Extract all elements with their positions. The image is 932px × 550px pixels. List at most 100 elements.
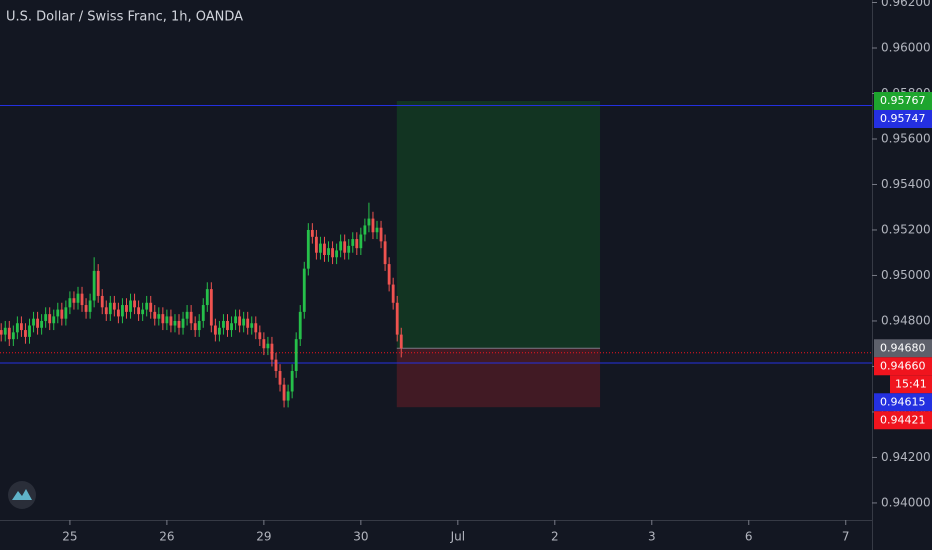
price-tag <box>874 357 932 376</box>
candle-body <box>36 318 39 328</box>
candle-body <box>234 316 237 324</box>
candle-body <box>7 327 11 340</box>
candle-body <box>355 239 359 249</box>
y-tick-label: 0.94200 <box>881 450 931 464</box>
candle-body <box>56 309 60 317</box>
candle-body <box>181 318 185 328</box>
candle-body <box>80 293 84 306</box>
x-tick-label: 2 <box>551 530 559 544</box>
candle-body <box>161 314 165 324</box>
candle-body <box>108 302 112 315</box>
candle-body <box>173 320 177 326</box>
candle-body <box>205 289 209 306</box>
loss-zone <box>396 348 601 408</box>
candle-body <box>48 314 52 324</box>
candle-body <box>116 309 120 317</box>
price-tag <box>874 393 932 412</box>
candle-body <box>3 327 7 335</box>
candle-body <box>20 323 23 331</box>
candle-body <box>100 295 104 308</box>
candle-body <box>60 309 64 319</box>
candle-body <box>96 270 100 296</box>
candle-body <box>72 298 76 303</box>
price-tag <box>874 91 932 110</box>
candle-body <box>323 243 326 255</box>
x-tick-label: 25 <box>62 530 77 544</box>
candle-body <box>185 311 189 319</box>
candle-body <box>165 316 169 324</box>
candle-body <box>197 320 201 331</box>
candle-body <box>149 302 153 312</box>
candle-body <box>367 218 371 226</box>
y-tick-label: 0.95000 <box>881 268 931 282</box>
candle-body <box>218 327 221 335</box>
candle-body <box>298 311 302 340</box>
y-tick-label: 0.95400 <box>881 177 931 191</box>
candle-body <box>319 243 322 253</box>
price-tag <box>874 339 932 358</box>
candle-body <box>246 318 250 328</box>
y-tick-label: 0.96200 <box>881 0 931 9</box>
candle-body <box>339 241 343 251</box>
candle-body <box>238 316 242 326</box>
candle-body <box>15 323 19 333</box>
x-tick-label: Jul <box>450 530 465 544</box>
candle-body <box>314 236 318 253</box>
candle-body <box>343 241 347 253</box>
candle-body <box>351 239 355 246</box>
candle-body <box>76 293 80 303</box>
candle-body <box>327 248 330 255</box>
candle-body <box>177 320 181 328</box>
candle-body <box>92 270 96 301</box>
candle-body <box>52 316 56 324</box>
candle-body <box>399 334 403 349</box>
candle-body <box>88 300 92 312</box>
candle-body <box>133 300 136 308</box>
x-tick-label: 29 <box>256 530 271 544</box>
candle-body <box>335 250 339 258</box>
candle-body <box>250 323 254 328</box>
candle-body <box>84 305 88 312</box>
axes: 0.940000.942000.944000.946000.948000.950… <box>62 0 932 544</box>
candle-body <box>125 305 128 312</box>
candle-body <box>0 330 3 335</box>
candle-body <box>141 309 145 315</box>
candle-body <box>282 384 286 401</box>
candle-body <box>40 320 44 328</box>
chart-title: U.S. Dollar / Swiss Franc, 1h, OANDA <box>6 10 243 25</box>
candle-body <box>363 225 367 235</box>
candle-body <box>302 268 306 312</box>
y-tick-label: 0.94800 <box>881 313 931 327</box>
countdown-tag <box>890 375 932 394</box>
x-tick-label: 7 <box>842 530 850 544</box>
y-tick-label: 0.95600 <box>881 131 931 145</box>
x-tick-label: 3 <box>648 530 656 544</box>
plot-area <box>0 100 872 408</box>
candle-body <box>258 332 262 340</box>
candle-body <box>104 307 108 315</box>
candle-body <box>375 227 379 233</box>
y-tick-label: 0.95200 <box>881 222 931 236</box>
candle-body <box>189 311 193 324</box>
candle-body <box>359 234 363 249</box>
candle-body <box>64 307 68 319</box>
price-tag <box>874 109 932 128</box>
price-tag-label: 0.94680 <box>880 341 926 354</box>
candle-body <box>254 323 258 333</box>
candle-body <box>11 332 15 340</box>
candle-body <box>262 339 266 349</box>
candle-body <box>379 227 383 242</box>
candle-body <box>121 305 124 317</box>
price-tag-label: 0.94421 <box>880 413 926 426</box>
candle-body <box>266 343 270 349</box>
candle-body <box>201 305 205 321</box>
candle-body <box>331 248 334 258</box>
candle-body <box>112 302 116 310</box>
candle-body <box>28 325 31 337</box>
countdown-label: 15:41 <box>895 377 927 390</box>
price-tag <box>874 411 932 430</box>
candle-body <box>371 218 375 233</box>
candle-body <box>270 343 274 360</box>
candle-body <box>209 289 213 326</box>
